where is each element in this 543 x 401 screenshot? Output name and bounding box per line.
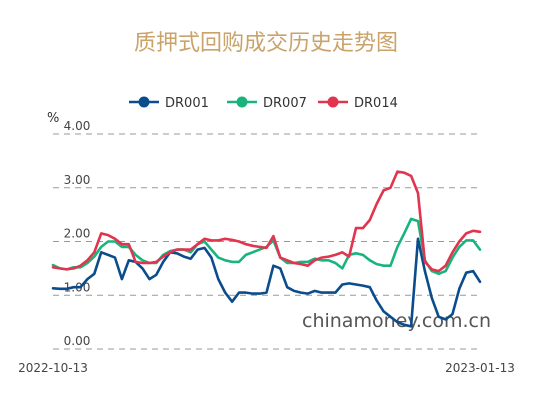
x-tick-start: 2022-10-13 — [18, 361, 88, 375]
y-axis-ticks: 0.001.002.003.004.00 — [64, 119, 91, 348]
x-tick-end: 2023-01-13 — [445, 361, 515, 375]
chart-title: 质押式回购成交历史走势图 — [134, 31, 398, 56]
legend-label-dr007: DR007 — [263, 96, 307, 111]
gridlines — [53, 133, 480, 350]
y-tick-label: 3.00 — [64, 173, 91, 187]
legend-marker-dr001 — [138, 96, 150, 108]
y-axis-unit: % — [47, 111, 59, 126]
series-line-dr001 — [51, 237, 482, 328]
legend-marker-dr007 — [236, 96, 248, 108]
series-line-dr014 — [51, 170, 482, 273]
legend-marker-dr014 — [327, 96, 339, 108]
series-lines — [51, 170, 482, 328]
legend-label-dr014: DR014 — [354, 96, 398, 111]
y-tick-label: 0.00 — [64, 334, 91, 348]
legend-label-dr001: DR001 — [165, 96, 209, 111]
y-tick-label: 4.00 — [64, 119, 91, 133]
y-tick-label: 2.00 — [64, 227, 91, 241]
legend: DR001 DR007 DR014 — [129, 96, 398, 111]
